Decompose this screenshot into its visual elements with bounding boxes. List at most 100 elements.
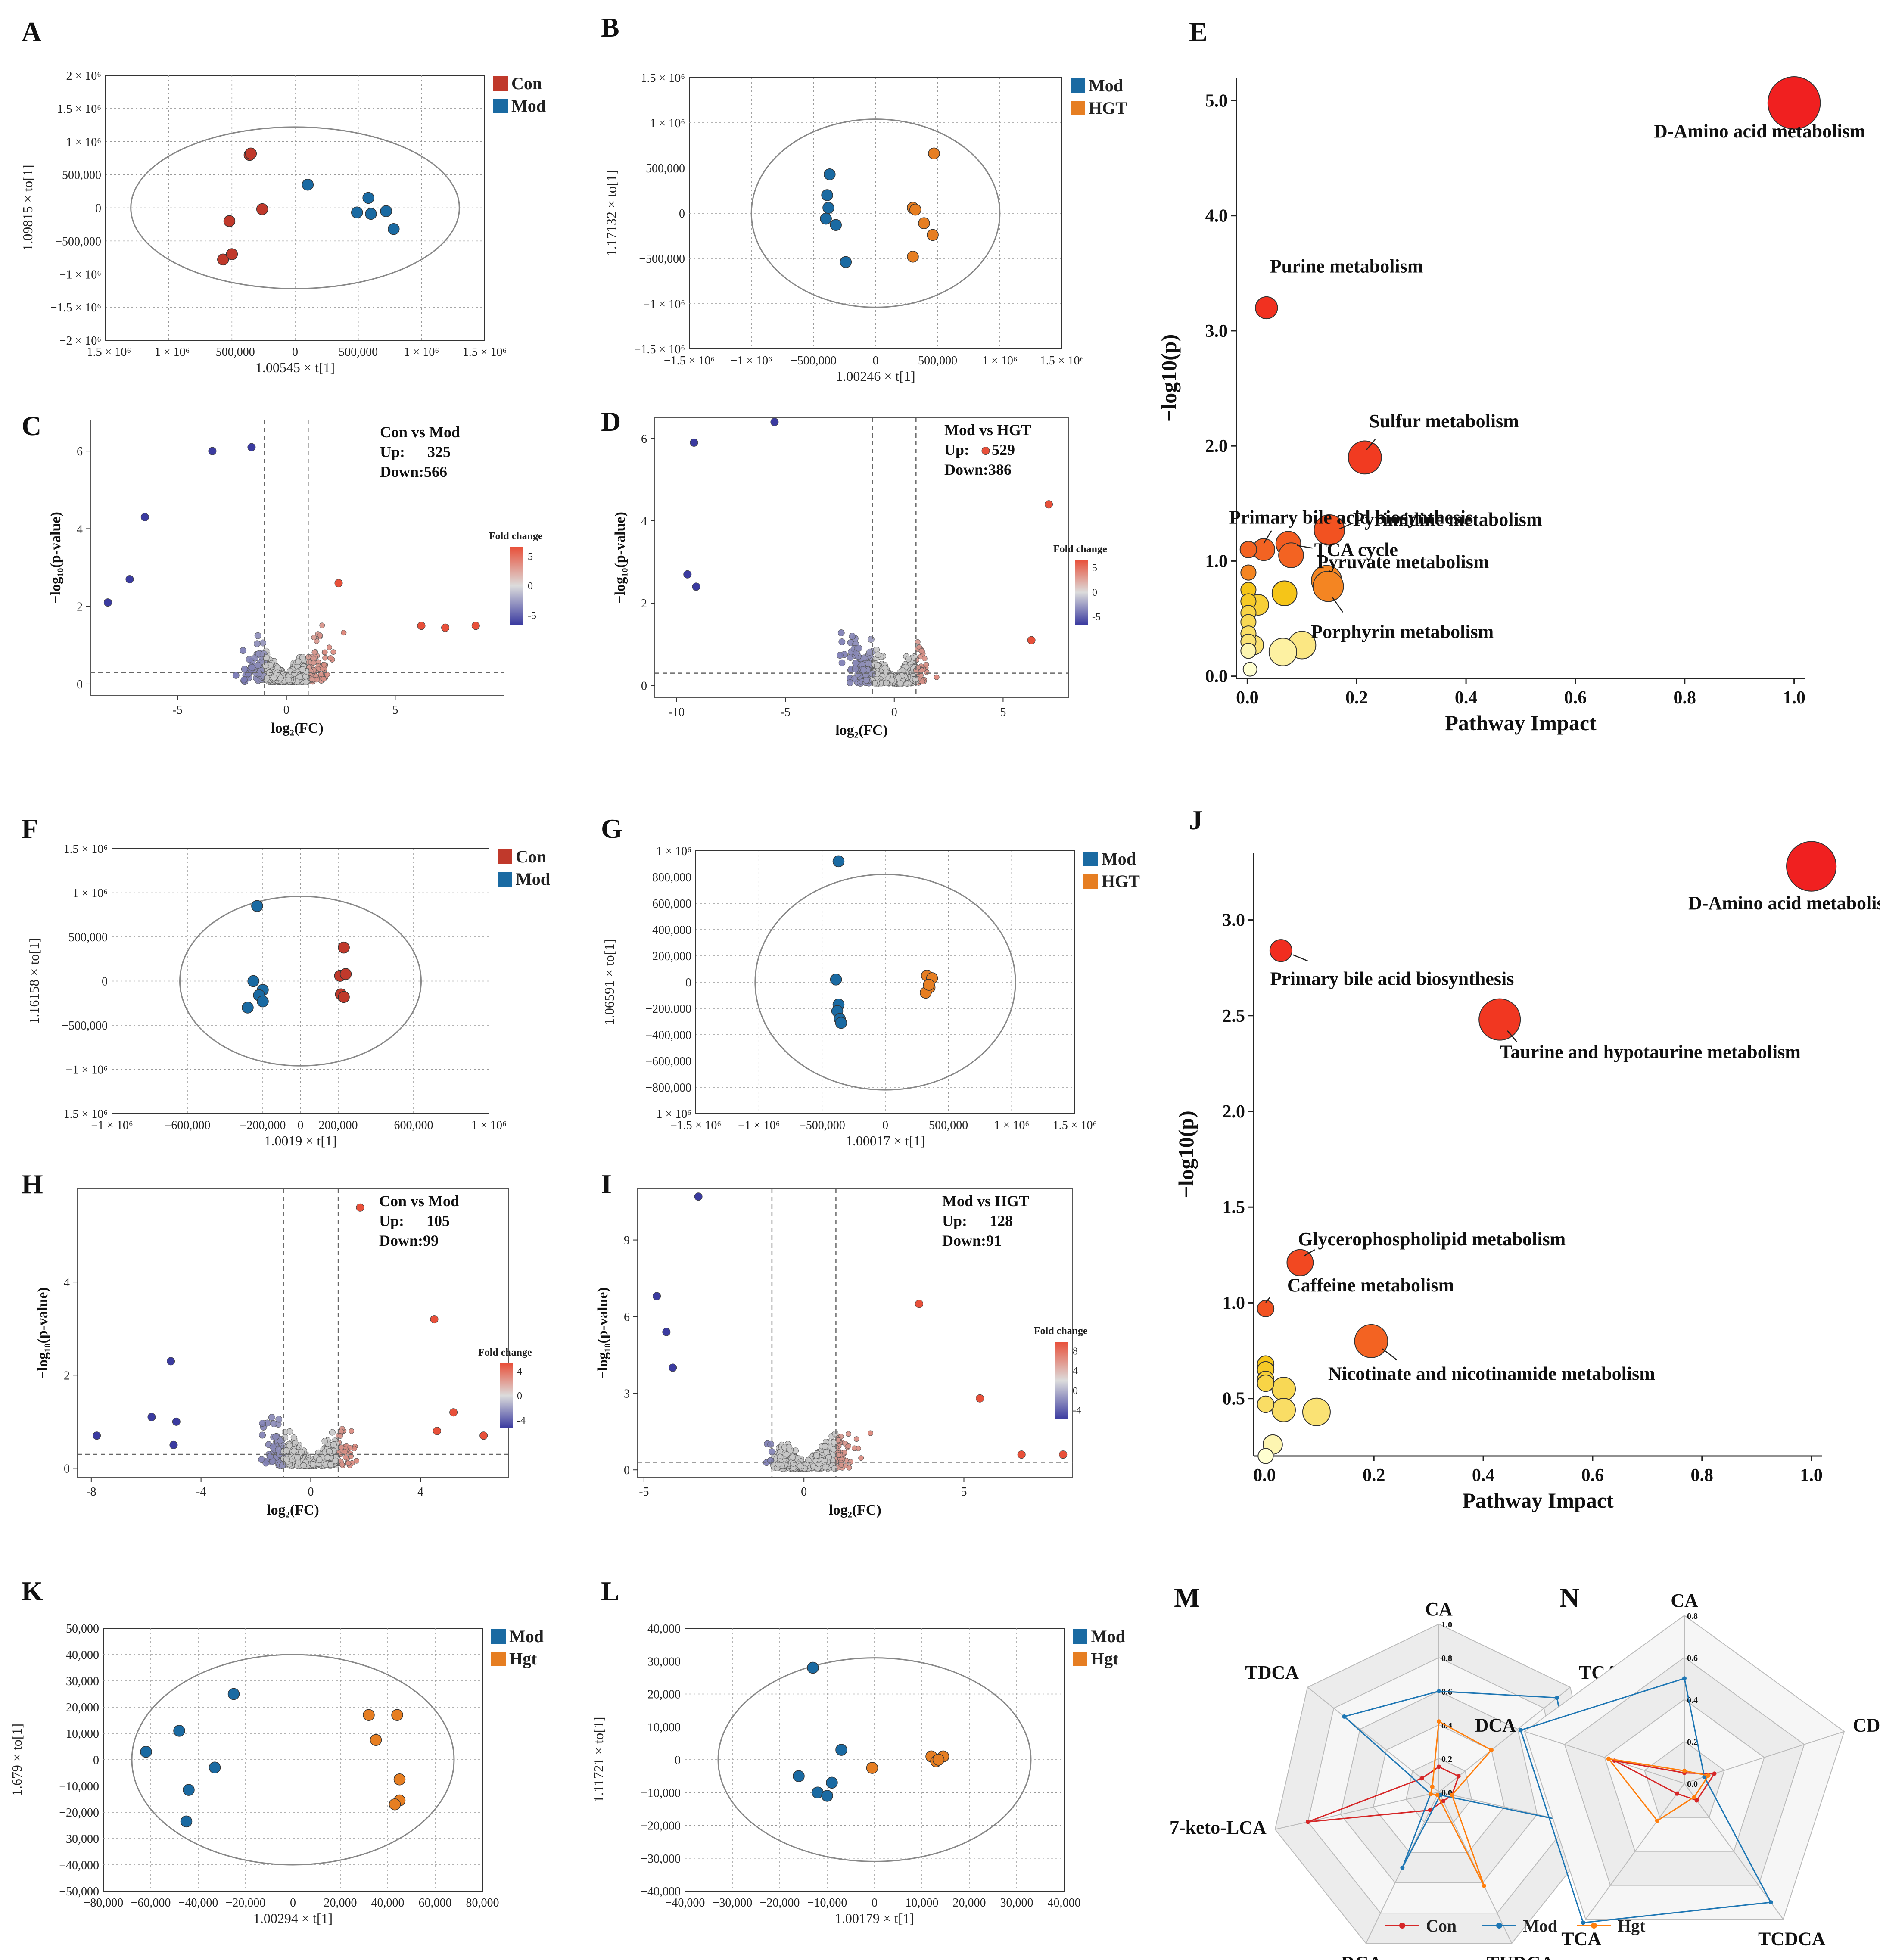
- volcano-point: [905, 656, 912, 663]
- legend-label: Mod: [509, 1627, 544, 1646]
- volcano-point: [1027, 636, 1036, 644]
- volcano-point: [918, 648, 924, 654]
- point-mod: [822, 202, 834, 214]
- point-hgt: [363, 1709, 375, 1721]
- point-mod: [257, 995, 269, 1008]
- volcano-point: [311, 635, 317, 641]
- up-count: 529: [992, 441, 1015, 458]
- radar-point: [1437, 1689, 1441, 1693]
- radar-point: [1419, 1776, 1424, 1781]
- x-tick-label: 5: [961, 1485, 967, 1499]
- volcano-point: [334, 579, 343, 588]
- volcano-point: [875, 651, 881, 658]
- volcano-point: [290, 1434, 297, 1441]
- radar-axis-label: TCDCA: [1758, 1929, 1826, 1950]
- legend-label: Hgt: [1618, 1916, 1646, 1935]
- volcano-point: [912, 676, 919, 683]
- x-tick-label: 60,000: [419, 1896, 452, 1910]
- pathway-bubble: [1268, 638, 1297, 666]
- volcano-point: [255, 662, 261, 669]
- volcano-point: [140, 513, 149, 521]
- x-tick-label: -4: [196, 1485, 206, 1499]
- volcano-point: [310, 1461, 317, 1468]
- point-mod: [209, 1761, 221, 1774]
- pathway-label: Glycerophospholipid metabolism: [1298, 1229, 1566, 1250]
- volcano-point: [836, 1452, 842, 1458]
- point-mod: [242, 1002, 254, 1014]
- y-tick-label: 2.0: [1223, 1102, 1245, 1122]
- panel-letter-f: F: [22, 813, 38, 844]
- x-axis-label: log₂(FC): [829, 1502, 881, 1518]
- radar-axis-label: 7-keto-LCA: [1170, 1817, 1267, 1838]
- point-hgt: [932, 1754, 945, 1766]
- up-count: 325: [427, 443, 451, 460]
- radar-point: [1450, 1792, 1454, 1797]
- x-tick-label: 1.5 × 10⁶: [1040, 354, 1084, 367]
- y-tick-label: −1 × 10⁶: [59, 268, 101, 281]
- y-axis-label: 1.679 × to[1]: [9, 1724, 25, 1796]
- point-con: [217, 253, 229, 266]
- volcano-point: [172, 1417, 181, 1426]
- x-tick-label: 1 × 10⁶: [982, 354, 1018, 367]
- volcano-point: [867, 1430, 873, 1436]
- pathway-label: Sulfur metabolism: [1369, 411, 1519, 432]
- x-tick-label: 0.4: [1455, 688, 1478, 708]
- x-tick-label: −20,000: [760, 1896, 800, 1910]
- radar-point: [1768, 1900, 1773, 1905]
- confidence-ellipse: [754, 874, 1016, 1091]
- x-tick-label: 0.6: [1581, 1465, 1604, 1485]
- radar-point: [1581, 1920, 1586, 1925]
- pathway-bubble: [1240, 643, 1257, 659]
- panel-letter-k: K: [22, 1576, 43, 1606]
- confidence-ellipse: [131, 1654, 455, 1866]
- colorbar-title: Fold change: [1034, 1325, 1088, 1337]
- volcano-point: [240, 676, 248, 683]
- x-axis-label: 1.00017 × t[1]: [846, 1133, 925, 1148]
- x-tick-label: −1 × 10⁶: [738, 1119, 780, 1132]
- volcano-point: [479, 1431, 488, 1440]
- volcano-point: [849, 633, 856, 640]
- radar-axis-label: TCA: [1561, 1929, 1601, 1950]
- y-tick-label: 4: [77, 523, 83, 536]
- y-tick-label: −1.5 × 10⁶: [634, 343, 685, 356]
- y-axis-label: 1.06591 × to[1]: [601, 939, 617, 1025]
- volcano-point: [294, 1455, 301, 1461]
- x-tick-label: 0.8: [1691, 1465, 1714, 1485]
- y-tick-label: 2: [641, 597, 647, 610]
- volcano-point: [349, 1428, 355, 1434]
- point-hgt: [909, 203, 921, 216]
- down-count: Down:386: [944, 461, 1012, 478]
- y-tick-label: −30,000: [59, 1832, 99, 1846]
- colorbar: [500, 1363, 513, 1428]
- point-mod: [183, 1784, 195, 1796]
- panel-letter-n: N: [1559, 1582, 1579, 1613]
- point-hgt: [923, 979, 935, 991]
- volcano-point: [279, 1462, 286, 1469]
- x-axis-label: log₂(FC): [271, 720, 324, 736]
- y-tick-label: 0: [641, 679, 647, 693]
- volcano-point: [247, 443, 256, 451]
- x-tick-label: 0.2: [1363, 1465, 1385, 1485]
- volcano-point: [299, 654, 306, 661]
- volcano-point: [813, 1452, 820, 1459]
- legend-swatch: [1073, 1652, 1087, 1666]
- pca-panel-f: −1 × 10⁶ −600,000 −200,000 0 200,000 600,000 1…: [26, 843, 550, 1148]
- volcano-point: [283, 1447, 290, 1454]
- y-tick-label: 40,000: [647, 1622, 681, 1636]
- legend-label: Con: [516, 847, 546, 866]
- volcano-point: [330, 649, 336, 655]
- radar-point: [1456, 1774, 1461, 1779]
- y-axis-label: −log₁₀(p-value): [35, 1287, 51, 1379]
- pathway-bubble: [1239, 541, 1257, 558]
- volcano-point: [934, 674, 940, 680]
- plot-frame: [654, 417, 1069, 698]
- point-hgt: [866, 1762, 878, 1774]
- volcano-point: [329, 1429, 336, 1436]
- x-tick-label: 0.8: [1674, 688, 1696, 708]
- x-axis-label: 1.00545 × t[1]: [255, 360, 335, 375]
- down-count: Down:566: [380, 463, 447, 480]
- y-tick-label: 200,000: [652, 950, 691, 963]
- x-tick-label: 0.6: [1564, 688, 1587, 708]
- volcano-panel-c: -5 0 5 0 2 4 6 log₂(FC) −log₁₀(p-value) Con vs Mo…: [48, 420, 543, 736]
- volcano-point: [858, 1455, 864, 1461]
